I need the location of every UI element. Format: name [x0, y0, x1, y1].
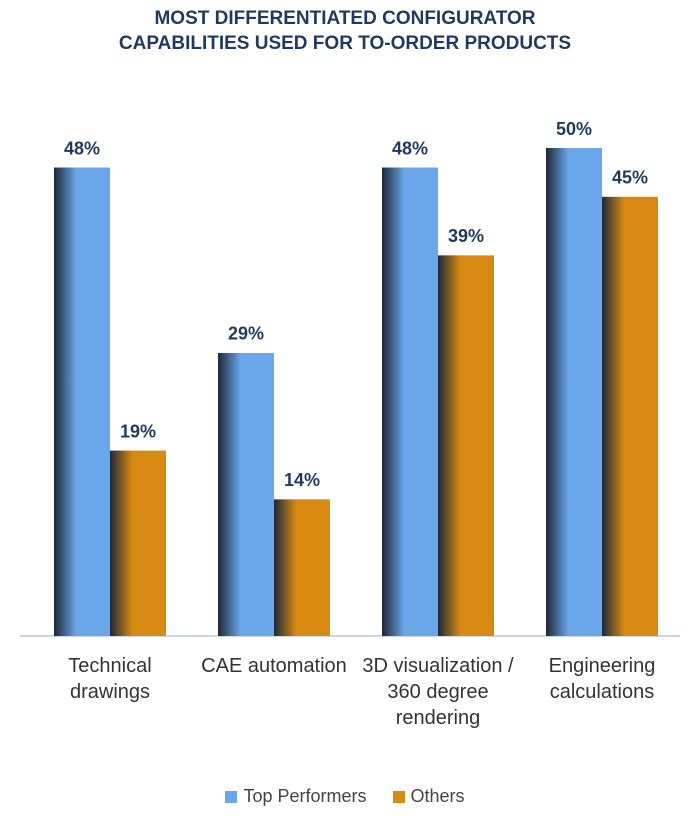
legend-label: Others — [410, 786, 465, 806]
legend-item: Top Performers — [225, 786, 367, 807]
legend-label: Top Performers — [243, 786, 367, 806]
data-label: 50% — [556, 119, 592, 139]
bar — [438, 255, 494, 637]
legend-swatch — [225, 790, 238, 803]
data-label: 48% — [392, 138, 428, 158]
bar — [218, 352, 274, 636]
bar — [546, 148, 602, 636]
data-label: 29% — [228, 324, 264, 344]
x-tick-label: Technical drawings — [68, 655, 152, 703]
x-tick-label: CAE automation — [201, 655, 347, 677]
x-tick-label: 3D visualization / 360 degree rendering — [362, 655, 514, 729]
legend: Top Performers Others — [0, 786, 690, 807]
bar — [382, 167, 438, 636]
data-label: 48% — [64, 138, 100, 158]
data-label: 39% — [448, 226, 484, 246]
bar — [274, 499, 330, 636]
legend-swatch — [392, 790, 405, 803]
legend-item: Others — [392, 786, 465, 807]
bar — [54, 167, 110, 636]
bar — [110, 450, 166, 636]
bar — [602, 196, 658, 637]
x-tick-label: Engineering calculations — [548, 655, 656, 703]
data-label: 14% — [284, 470, 320, 490]
chart-title: MOST DIFFERENTIATED CONFIGURATOR CAPABIL… — [118, 8, 572, 54]
data-label: 19% — [120, 421, 156, 441]
data-label: 45% — [612, 168, 648, 188]
